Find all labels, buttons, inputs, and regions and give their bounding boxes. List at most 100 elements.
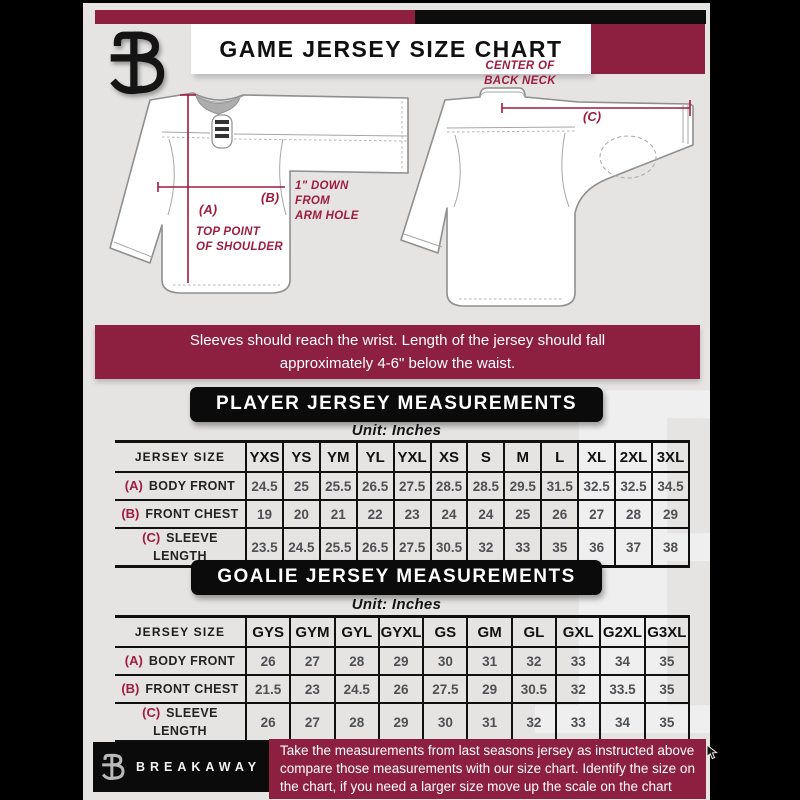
- goalie-unit-label: Unit: Inches: [351, 596, 442, 613]
- breakaway-logo-small-icon: [101, 752, 127, 782]
- measurement-key: (B): [121, 506, 140, 521]
- size-column-header: L: [540, 440, 580, 473]
- measurement-value: 29: [466, 674, 513, 704]
- measurement-name: BODY FRONT: [148, 479, 236, 493]
- jersey-diagrams: [109, 87, 694, 307]
- size-column-header: GYXL: [377, 615, 425, 648]
- measurement-value: 28.5: [429, 471, 469, 501]
- measurement-value: 25: [281, 471, 321, 501]
- measurement-key: (C): [142, 705, 161, 720]
- size-column-header: YXL: [392, 440, 432, 473]
- lace-collar: [192, 93, 244, 149]
- mouse-cursor: [706, 744, 718, 760]
- jersey-size-label: JERSEY SIZE: [115, 440, 247, 473]
- measurement-row-label: (B) FRONT CHEST: [115, 674, 247, 704]
- size-column-header: YXS: [245, 440, 284, 473]
- measurement-value: 34.5: [650, 471, 691, 501]
- measurement-value: 28: [614, 499, 653, 529]
- header-maroon-block: [591, 24, 705, 74]
- measurement-value: 38: [650, 527, 691, 568]
- measurement-value: 23: [392, 499, 432, 529]
- measurement-row: (C) SLEEVE LENGTH 26 27 28 29 30 31 32 33 34 35: [115, 702, 691, 743]
- measurement-line-a: [180, 94, 196, 283]
- measurement-name: FRONT CHEST: [145, 507, 239, 521]
- caption-top-point-of-shoulder: TOP POINT OF SHOULDER: [196, 226, 283, 253]
- jersey-back-diagram: [400, 87, 694, 307]
- measurement-key: (B): [121, 681, 140, 696]
- goalie-banner-row: GOALIE JERSEY MEASUREMENTS: [83, 560, 710, 595]
- measurement-value: 24.5: [245, 471, 284, 501]
- measurement-value: 34: [599, 646, 646, 676]
- measurement-value: 30: [422, 646, 469, 676]
- measurement-name: BODY FRONT: [148, 654, 236, 668]
- goalie-table: JERSEY SIZE GYS GYM GYL GYXL GS GM GL GXL G2XL G3X…: [115, 615, 691, 743]
- measurement-value: 27.5: [392, 471, 432, 501]
- measurement-key: (A): [124, 478, 143, 493]
- measurement-value: 26.5: [355, 471, 395, 501]
- measurement-value: 26: [540, 499, 580, 529]
- measurement-value: 32: [510, 702, 558, 743]
- measurement-value: 22: [355, 499, 395, 529]
- measurement-value: 27.5: [422, 674, 469, 704]
- measurement-name: SLEEVE LENGTH: [153, 706, 218, 738]
- measurement-row: (A) BODY FRONT 26 27 28 29 30 31 32 33 34 35: [115, 646, 691, 676]
- measurement-row: (B) FRONT CHEST 21.5 23 24.5 26 27.5 29 30.5 32 33…: [115, 674, 691, 704]
- player-unit-label: Unit: Inches: [351, 422, 442, 439]
- measurement-value: 29: [377, 702, 425, 743]
- measurement-value: 24.5: [333, 674, 380, 704]
- measurement-value: 21: [318, 499, 358, 529]
- size-column-header: G2XL: [599, 615, 646, 648]
- page-title: GAME JERSEY SIZE CHART: [219, 35, 563, 62]
- measurement-value: 35: [643, 702, 691, 743]
- measurement-row: (A) BODY FRONT 24.5 25 25.5 26.5 27.5 28.5 28.5 2…: [115, 471, 691, 501]
- measurement-value: 33: [555, 702, 602, 743]
- measurement-value: 27: [289, 646, 336, 676]
- size-column-header: 3XL: [650, 440, 691, 473]
- measurement-value: 25.5: [318, 471, 358, 501]
- player-section-title: PLAYER JERSEY MEASUREMENTS: [189, 387, 604, 422]
- measurement-value: 29: [650, 499, 691, 529]
- measurement-value: 33: [555, 646, 602, 676]
- goalie-section-title: GOALIE JERSEY MEASUREMENTS: [191, 560, 602, 595]
- size-column-header: YM: [318, 440, 358, 473]
- size-column-header: 2XL: [614, 440, 653, 473]
- measurement-value: 32: [510, 646, 558, 676]
- measurement-value: 30: [422, 702, 469, 743]
- measurement-value: 31: [466, 702, 513, 743]
- measurement-value: 23: [289, 674, 336, 704]
- measurement-row-label: (B) FRONT CHEST: [115, 499, 247, 529]
- player-table: JERSEY SIZE YXS YS YM YL YXL XS S M L XL 2XL 3XL (A) B…: [115, 440, 691, 568]
- measurement-value: 19: [245, 499, 284, 529]
- measurement-value: 26: [244, 702, 292, 743]
- label-b: (B): [261, 190, 280, 205]
- measurement-value: 31.5: [540, 471, 580, 501]
- measurement-value: 26: [244, 646, 292, 676]
- measurement-key: (A): [124, 653, 143, 668]
- footer-brand-box: BREAKAWAY: [93, 742, 269, 792]
- measurement-value: 37: [614, 527, 653, 568]
- measurement-value: 28: [333, 646, 380, 676]
- jersey-front-diagram: [109, 92, 409, 294]
- size-column-header: G3XL: [643, 615, 691, 648]
- measurement-value: 25: [503, 499, 543, 529]
- measurement-value: 31: [466, 646, 513, 676]
- measurement-value: 24: [429, 499, 469, 529]
- size-column-header: XL: [577, 440, 617, 473]
- measurement-value: 33.5: [599, 674, 646, 704]
- header-maroon-bar: [95, 10, 415, 24]
- measurement-line-c: [501, 100, 691, 116]
- elbow-pad-marking: [599, 135, 657, 179]
- label-c: (C): [583, 109, 602, 124]
- measurement-value: 30.5: [510, 674, 558, 704]
- player-banner-row: PLAYER JERSEY MEASUREMENTS: [83, 387, 710, 422]
- size-column-header: GYS: [244, 615, 292, 648]
- measurement-value: 26: [377, 674, 425, 704]
- size-column-header: YS: [281, 440, 321, 473]
- size-column-header: GYM: [289, 615, 336, 648]
- measurement-key: (C): [142, 530, 161, 545]
- size-header-row: JERSEY SIZE GYS GYM GYL GYXL GS GM GL GXL G2XL G3X…: [115, 615, 691, 648]
- measurement-row-label: (A) BODY FRONT: [115, 471, 247, 501]
- caption-center-of-back-neck: CENTER OF BACK NECK: [484, 60, 556, 87]
- measurement-value: 28: [333, 702, 380, 743]
- header-black-bar: [415, 10, 706, 24]
